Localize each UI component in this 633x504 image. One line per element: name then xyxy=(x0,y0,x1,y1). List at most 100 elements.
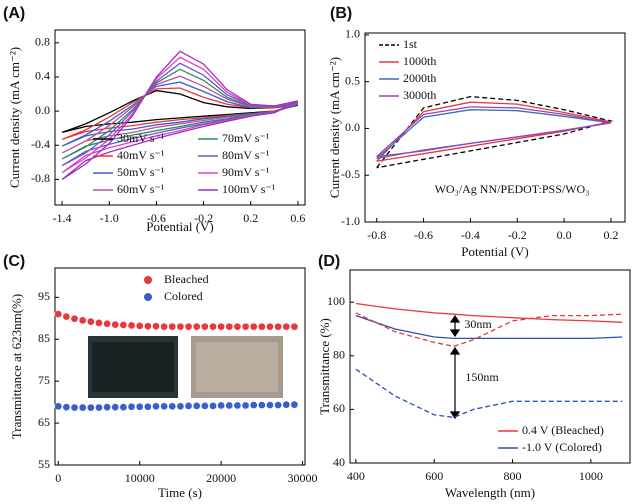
data-point xyxy=(233,322,242,331)
data-point xyxy=(200,402,209,410)
legend-label: 1st xyxy=(403,37,418,51)
photo-bleached-film xyxy=(196,342,278,392)
legend-label: 0.4 V (Bleached) xyxy=(522,423,604,437)
legend-label: 40mV s⁻¹ xyxy=(117,148,165,162)
panel: (A) -1.4 -1.0 -0.6 -0.2 0.2 0.6 -0.8 -0.4 0.0 0.4 0… xyxy=(3,5,306,234)
data-point xyxy=(249,401,258,409)
plot-frame xyxy=(349,269,631,464)
annotation: WO₃/Ag NN/PEDOT:PSS/WO₃ xyxy=(435,182,590,196)
data-point xyxy=(127,321,136,330)
data-point xyxy=(103,319,111,328)
panel-label: (D) xyxy=(318,253,340,270)
data-point xyxy=(103,403,111,412)
y-tick-label: 0.4 xyxy=(35,69,50,83)
y-tick-label: 40 xyxy=(333,455,345,469)
x-tick-label: 30000 xyxy=(288,471,318,485)
y-axis-label: Transmittance at 623nm(%) xyxy=(9,294,24,439)
data-point xyxy=(70,314,79,323)
data-point xyxy=(78,403,87,412)
series-line xyxy=(355,368,623,419)
series-line xyxy=(355,312,623,348)
y-tick-label: 0.0 xyxy=(35,103,50,117)
x-tick-label: -0.2 xyxy=(508,228,527,242)
x-tick-label: 10000 xyxy=(125,471,155,485)
panel: (D) 400 600 800 1000 40 60 80 100 Wavelength (nm)… xyxy=(317,253,631,500)
data-point xyxy=(54,310,63,318)
y-tick-label: 0.0 xyxy=(345,120,360,134)
x-tick-label: 0 xyxy=(55,471,61,485)
y-tick-label: -0.8 xyxy=(31,171,50,185)
data-point xyxy=(127,402,136,411)
y-tick-label: 0.8 xyxy=(35,35,50,49)
panel-label: (B) xyxy=(330,5,352,22)
data-point xyxy=(192,402,201,410)
annotation: 150nm xyxy=(465,370,499,384)
y-tick-label: -1.0 xyxy=(341,214,360,228)
data-point xyxy=(111,403,120,412)
data-point xyxy=(168,322,177,331)
data-point xyxy=(160,402,168,411)
y-tick-label: 85 xyxy=(38,331,50,345)
arrow-150nm xyxy=(449,346,461,420)
legend-label: 50mV s⁻¹ xyxy=(117,165,165,179)
x-tick-label: 800 xyxy=(504,469,522,483)
data-point xyxy=(290,322,299,331)
y-axis-label: Transmittance (%) xyxy=(317,318,332,415)
data-point xyxy=(176,322,185,331)
data-point xyxy=(290,400,299,409)
y-tick-label: 1.0 xyxy=(345,27,360,41)
legend-marker xyxy=(144,276,152,284)
x-tick-label: 0.6 xyxy=(290,211,305,225)
data-point xyxy=(95,319,103,327)
data-point xyxy=(241,322,250,331)
legend-label: 70mV s⁻¹ xyxy=(222,131,270,145)
y-tick-label: 60 xyxy=(333,401,345,415)
x-tick-label: -0.6 xyxy=(147,211,166,225)
panel: (B) -0.8 -0.6 -0.4 -0.2 0.0 0.2 -1.0 -0.5 0.0 0.5 1… xyxy=(327,5,626,259)
y-axis-label: Current density (mA cm⁻²) xyxy=(327,57,342,198)
data-point xyxy=(274,401,282,409)
data-point xyxy=(209,322,217,331)
data-point xyxy=(176,402,185,411)
legend-label: 90mV s⁻¹ xyxy=(222,165,270,179)
x-tick-label: 0.2 xyxy=(603,228,618,242)
series-line xyxy=(61,75,299,154)
data-point xyxy=(135,321,144,330)
data-point xyxy=(274,322,282,331)
data-point xyxy=(86,317,95,326)
x-tick-label: 400 xyxy=(347,469,365,483)
y-tick-label: 95 xyxy=(38,289,50,303)
data-point xyxy=(78,316,87,325)
x-axis-label: Potential (V) xyxy=(146,219,214,234)
x-axis-label: Potential (V) xyxy=(461,244,529,259)
plot-frame xyxy=(364,32,626,223)
data-point xyxy=(95,403,103,412)
data-point xyxy=(217,401,225,410)
x-tick-label: 20000 xyxy=(206,471,236,485)
data-point xyxy=(257,322,266,331)
data-point xyxy=(152,402,160,411)
x-tick-label: 0.0 xyxy=(557,228,572,242)
data-point xyxy=(119,403,128,412)
data-point xyxy=(266,322,274,331)
data-point xyxy=(62,403,71,412)
data-point xyxy=(184,322,193,331)
data-point xyxy=(143,322,152,331)
legend-label: 1000th xyxy=(403,54,436,68)
legend-label: 60mV s⁻¹ xyxy=(117,182,165,196)
data-point xyxy=(233,401,242,410)
series-line xyxy=(376,95,614,169)
y-tick-label: 65 xyxy=(38,415,50,429)
panel: (C) 0 10000 20000 30000 55 65 75 85 95 Time (s) Tra… xyxy=(3,253,318,500)
panel-label: (C) xyxy=(3,253,25,270)
legend-label: 30mV s⁻¹ xyxy=(117,131,165,145)
x-tick-label: -0.4 xyxy=(461,228,480,242)
data-point xyxy=(217,322,225,331)
data-point xyxy=(111,320,120,329)
legend-label: 3000th xyxy=(403,88,436,102)
y-tick-label: 0.5 xyxy=(345,73,360,87)
x-tick-label: -1.4 xyxy=(53,211,72,225)
x-tick-label: -0.2 xyxy=(194,211,213,225)
y-tick-label: 75 xyxy=(38,373,50,387)
